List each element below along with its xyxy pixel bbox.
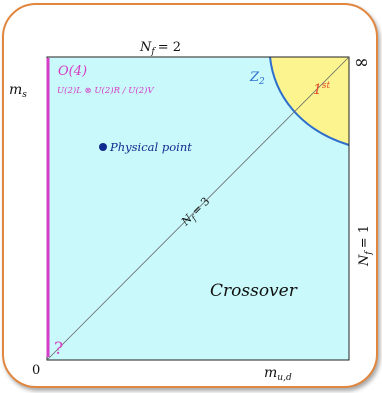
crossover-label: Crossover — [210, 281, 298, 301]
ms-axis-label: ms — [9, 82, 27, 100]
nf2-label: Nf = 2 — [139, 40, 181, 57]
question-mark-label: ? — [54, 339, 63, 359]
origin-label: 0 — [32, 363, 40, 378]
z2-label: Z2 — [249, 70, 265, 87]
first-order-label: 1st — [313, 81, 331, 98]
o4-label: O(4) — [58, 64, 87, 79]
physical-point-marker — [99, 143, 107, 151]
mud-axis-label: mu,d — [264, 365, 292, 383]
first-order-region — [270, 57, 349, 145]
z2-critical-line — [269, 56, 350, 146]
nf1-label: Nf= 1 — [357, 225, 374, 267]
physical-point-label: Physical point — [109, 140, 192, 154]
nf3-diagonal-line — [46, 56, 350, 361]
infinity-label: ∞ — [354, 52, 369, 73]
symmetry-label: U(2)L ⊗ U(2)R / U(2)V — [57, 85, 154, 96]
